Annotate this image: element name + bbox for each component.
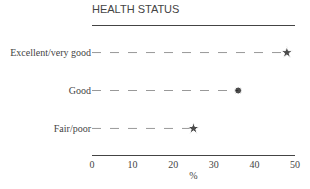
svg-text:0: 0 — [90, 159, 95, 170]
svg-text:Excellent/very good: Excellent/very good — [10, 47, 91, 58]
svg-text:Good: Good — [69, 85, 91, 96]
svg-text:40: 40 — [249, 159, 259, 170]
svg-text:50: 50 — [290, 159, 300, 170]
svg-text:Fair/poor: Fair/poor — [54, 123, 92, 134]
svg-text:30: 30 — [209, 159, 219, 170]
svg-text:HEALTH STATUS: HEALTH STATUS — [92, 3, 179, 15]
svg-text:20: 20 — [168, 159, 178, 170]
svg-text:%: % — [189, 170, 197, 181]
svg-text:10: 10 — [128, 159, 138, 170]
